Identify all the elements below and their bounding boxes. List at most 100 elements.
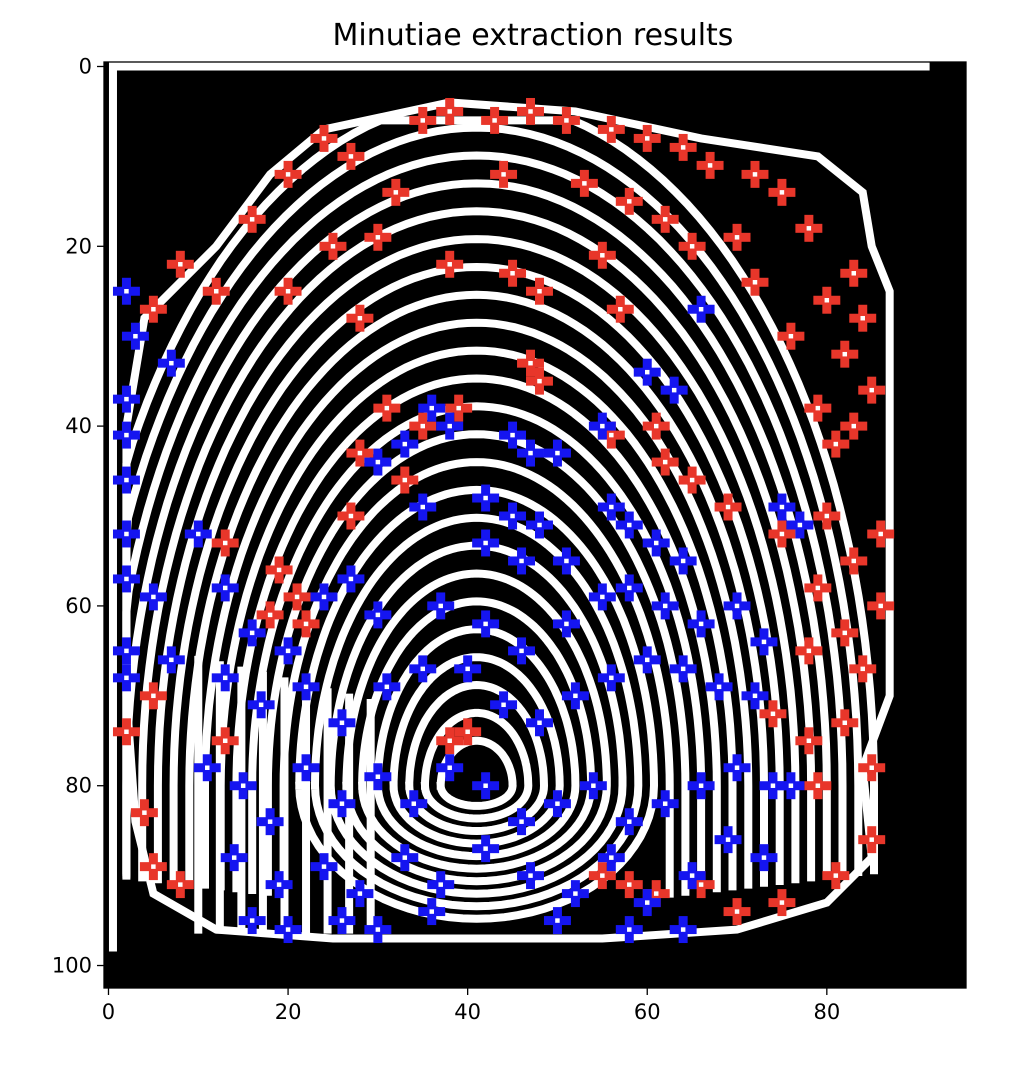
termination-marker [391, 466, 419, 494]
bifurcation-marker [472, 772, 500, 800]
termination-marker [337, 142, 365, 170]
termination-marker [112, 718, 140, 746]
bifurcation-marker [517, 862, 544, 890]
bifurcation-marker [472, 484, 500, 512]
termination-marker [588, 862, 616, 890]
termination-marker [526, 367, 553, 395]
termination-marker [768, 178, 796, 206]
bifurcation-marker [561, 880, 589, 908]
bifurcation-marker [436, 412, 464, 440]
termination-marker [570, 169, 598, 197]
bifurcation-marker [337, 565, 365, 593]
bifurcation-marker [499, 421, 527, 449]
bifurcation-marker [472, 835, 500, 863]
bifurcation-marker [633, 889, 661, 917]
bifurcation-marker [157, 349, 185, 377]
bifurcation-marker [139, 583, 167, 611]
y-tick-label: 20 [65, 234, 92, 258]
termination-marker [283, 583, 311, 611]
x-tick-label: 60 [634, 1000, 661, 1024]
termination-marker [274, 160, 302, 188]
termination-marker [597, 421, 625, 449]
bifurcation-marker [112, 466, 140, 494]
termination-marker [723, 223, 751, 251]
termination-marker [337, 502, 365, 530]
bifurcation-marker [328, 907, 356, 935]
termination-marker [166, 871, 194, 899]
bifurcation-marker [274, 637, 302, 665]
bifurcation-marker [615, 808, 643, 836]
termination-marker [795, 727, 823, 755]
bifurcation-marker [310, 583, 338, 611]
bifurcation-marker [588, 583, 616, 611]
bifurcation-marker [373, 673, 401, 701]
ridge-line [405, 680, 549, 836]
termination-marker [499, 259, 527, 287]
bifurcation-marker [346, 880, 374, 908]
termination-marker [867, 520, 895, 548]
termination-marker [409, 106, 437, 134]
bifurcation-marker [220, 844, 248, 872]
bifurcation-marker [687, 772, 715, 800]
termination-marker [454, 718, 482, 746]
termination-marker [768, 520, 796, 548]
termination-marker [714, 493, 742, 521]
bifurcation-marker [328, 709, 356, 737]
bifurcation-marker [588, 412, 616, 440]
termination-marker [669, 133, 697, 161]
bifurcation-marker [543, 907, 571, 935]
bifurcation-marker [490, 691, 518, 719]
bifurcation-marker [211, 664, 239, 692]
bifurcation-marker [364, 448, 392, 476]
bifurcation-marker [714, 826, 742, 854]
y-tick-label: 0 [79, 54, 92, 78]
axes-frame [103, 61, 967, 989]
termination-marker [310, 124, 338, 152]
bifurcation-marker [741, 682, 769, 710]
bifurcation-marker [454, 655, 482, 683]
termination-marker [256, 601, 284, 629]
termination-marker [813, 502, 841, 530]
termination-marker [274, 277, 302, 305]
bifurcation-marker [597, 664, 625, 692]
bifurcation-marker [750, 844, 778, 872]
image-frame-line [108, 62, 930, 952]
bifurcation-marker [193, 754, 221, 782]
bifurcation-marker [238, 907, 266, 935]
bifurcation-marker [552, 610, 580, 638]
bifurcation-marker [364, 916, 392, 944]
ridge-line [263, 430, 690, 896]
bifurcation-marker [409, 655, 437, 683]
bifurcation-marker [184, 520, 212, 548]
axes: 0 20 40 60 80 0 20 40 60 80 100 [52, 54, 967, 1024]
termination-marker [858, 376, 886, 404]
termination-marker [615, 871, 643, 899]
termination-marker [777, 322, 805, 350]
termination-marker [831, 619, 859, 647]
bifurcation-marker [642, 529, 670, 557]
termination-marker [741, 160, 769, 188]
bifurcation-marker [328, 790, 356, 818]
termination-marker [409, 412, 437, 440]
bifurcation-marker [274, 916, 302, 944]
x-tick-label: 20 [275, 1000, 302, 1024]
termination-marker [436, 250, 464, 278]
bifurcation-marker [543, 790, 571, 818]
bifurcation-marker [391, 430, 419, 458]
termination-marker [840, 259, 868, 287]
termination-marker [858, 754, 886, 782]
bifurcation-marker [112, 637, 140, 665]
termination-marker [804, 772, 832, 800]
bifurcation-marker [436, 754, 464, 782]
bifurcation-marker [256, 808, 284, 836]
bifurcation-marker [364, 601, 392, 629]
termination-marker [858, 826, 886, 854]
termination-marker [597, 115, 625, 143]
bifurcation-marker [472, 610, 500, 638]
termination-marker [678, 466, 706, 494]
bifurcation-marker [121, 322, 149, 350]
termination-marker [840, 547, 868, 575]
bifurcation-marker [579, 772, 607, 800]
termination-marker [364, 223, 392, 251]
